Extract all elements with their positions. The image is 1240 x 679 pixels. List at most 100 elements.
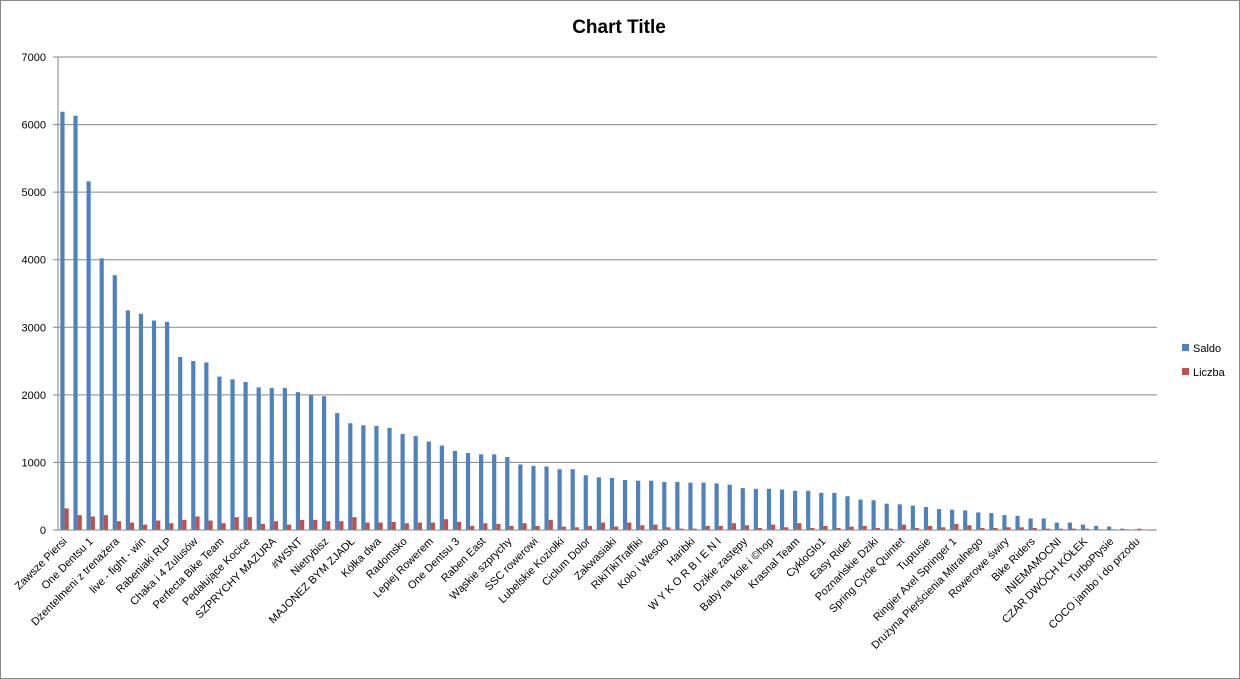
bar (740, 488, 745, 530)
bar (125, 310, 130, 530)
bar (675, 482, 680, 530)
bar (784, 527, 789, 530)
y-tick-label: 7000 (22, 52, 46, 64)
bar (779, 489, 785, 530)
bar (1137, 528, 1142, 530)
bar (570, 469, 575, 530)
bar (483, 523, 488, 530)
legend-swatch (1182, 368, 1189, 375)
bar (391, 521, 396, 530)
bar (757, 527, 763, 530)
bar (151, 320, 157, 530)
bar (1080, 524, 1086, 530)
bar (443, 519, 449, 530)
bar (269, 388, 274, 530)
bar (178, 357, 183, 530)
bar (771, 524, 776, 530)
y-tick-label: 2000 (22, 390, 46, 402)
bar (273, 521, 279, 530)
bar (308, 394, 314, 530)
bar (1120, 528, 1125, 530)
bar (976, 512, 981, 530)
bar (980, 527, 985, 530)
bar (365, 522, 370, 530)
bar (426, 441, 431, 530)
bar (260, 523, 265, 530)
bar (936, 509, 942, 530)
bar (888, 528, 893, 530)
bar (688, 482, 693, 530)
bar (64, 508, 69, 530)
bar (989, 513, 994, 530)
chart-title: Chart Title (572, 17, 666, 38)
bar (112, 275, 117, 530)
bar (195, 516, 200, 530)
bar (313, 519, 318, 530)
bar (496, 523, 501, 530)
bar (653, 524, 658, 530)
bar (928, 525, 933, 530)
bar (666, 527, 671, 530)
bar (90, 516, 95, 530)
bar (1006, 527, 1011, 530)
bar (701, 482, 706, 530)
bar (731, 523, 736, 530)
bar (718, 525, 723, 530)
bar (714, 483, 719, 530)
y-tick-label: 0 (40, 525, 46, 537)
bar (875, 527, 880, 530)
bar (914, 527, 920, 530)
bar (823, 525, 828, 530)
bar (165, 321, 170, 530)
bar (335, 413, 340, 530)
bar (636, 480, 641, 530)
bar (1107, 526, 1112, 530)
bar (86, 181, 91, 530)
bar (1093, 525, 1099, 530)
bar (832, 492, 837, 530)
bar (191, 361, 196, 530)
bar (352, 517, 357, 530)
bar (640, 525, 645, 530)
bar (609, 477, 615, 530)
bar (457, 521, 462, 530)
bar (295, 392, 301, 530)
bar (138, 313, 144, 530)
bar (387, 427, 392, 530)
bar (129, 522, 135, 530)
bar (339, 521, 344, 530)
bar (753, 488, 758, 530)
bar (282, 388, 287, 530)
bar (361, 425, 366, 530)
bar (649, 480, 654, 530)
legend-swatch (1182, 344, 1189, 351)
bar (744, 525, 750, 530)
bar (561, 526, 566, 530)
bar (182, 519, 187, 530)
bar (819, 492, 824, 530)
bar (77, 515, 82, 530)
bar (884, 503, 889, 530)
bar (243, 382, 248, 530)
bar (479, 454, 484, 530)
bar (417, 522, 422, 530)
bar (143, 524, 148, 530)
bar (1071, 528, 1077, 530)
bar (1015, 515, 1020, 530)
bar (1045, 528, 1050, 530)
bar (793, 490, 798, 530)
bar (1058, 528, 1064, 530)
bar (950, 509, 955, 530)
bar (692, 528, 697, 530)
bar (993, 527, 998, 530)
bar (662, 482, 667, 530)
bar (217, 376, 222, 530)
bar (574, 527, 579, 530)
bar (963, 510, 968, 530)
bar (923, 507, 929, 530)
bar (548, 519, 553, 530)
bar (505, 457, 510, 530)
bar (326, 521, 331, 530)
bar (797, 523, 802, 530)
